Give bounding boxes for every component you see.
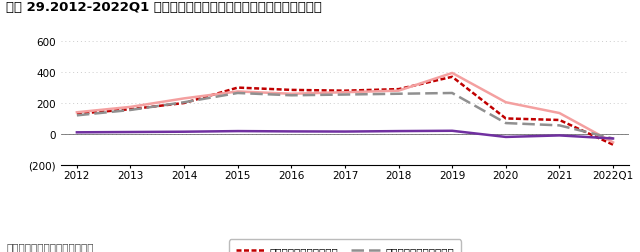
春秋航空：经营净现金流 (234, 130, 241, 133)
春秋航空：经营净现金流 (341, 131, 349, 134)
中国国航：经营净现金流 (73, 113, 81, 116)
东方航空：经营净现金流 (556, 124, 563, 128)
东方航空：经营净现金流 (449, 92, 456, 95)
南方航空：经营净现金流 (341, 91, 349, 94)
春秋航空：经营净现金流 (180, 131, 188, 134)
中国国航：经营净现金流 (341, 90, 349, 93)
东方航空：经营净现金流 (502, 122, 509, 125)
中国国航：经营净现金流 (502, 117, 509, 120)
南方航空：经营净现金流 (180, 98, 188, 101)
Legend: 中国国航：经营净现金流, 南方航空：经营净现金流, 东方航空：经营净现金流, 春秋航空：经营净现金流: 中国国航：经营净现金流, 南方航空：经营净现金流, 东方航空：经营净现金流, 春… (229, 240, 461, 252)
Line: 东方航空：经营净现金流: 东方航空：经营净现金流 (77, 93, 613, 139)
春秋航空：经营净现金流 (502, 136, 509, 139)
春秋航空：经营净现金流 (287, 130, 295, 133)
东方航空：经营净现金流 (341, 94, 349, 97)
南方航空：经营净现金流 (449, 72, 456, 75)
东方航空：经营净现金流 (609, 137, 617, 140)
东方航空：经营净现金流 (234, 92, 241, 95)
中国国航：经营净现金流 (609, 144, 617, 147)
东方航空：经营净现金流 (73, 114, 81, 117)
Line: 南方航空：经营净现金流: 南方航空：经营净现金流 (77, 74, 613, 143)
南方航空：经营净现金流 (395, 90, 403, 93)
南方航空：经营净现金流 (127, 106, 134, 109)
春秋航空：经营净现金流 (127, 131, 134, 134)
南方航空：经营净现金流 (234, 90, 241, 93)
Line: 中国国航：经营净现金流: 中国国航：经营净现金流 (77, 77, 613, 145)
南方航空：经营净现金流 (502, 101, 509, 104)
南方航空：经营净现金流 (73, 111, 81, 114)
春秋航空：经营净现金流 (395, 130, 403, 133)
中国国航：经营净现金流 (127, 108, 134, 111)
中国国航：经营净现金流 (234, 87, 241, 90)
东方航空：经营净现金流 (395, 93, 403, 96)
南方航空：经营净现金流 (556, 112, 563, 115)
南方航空：经营净现金流 (609, 141, 617, 144)
东方航空：经营净现金流 (287, 94, 295, 98)
南方航空：经营净现金流 (287, 93, 295, 96)
春秋航空：经营净现金流 (609, 137, 617, 140)
Text: 图表 29.2012-2022Q1 国内主要航司经营净现金流情况（单位：亿元）: 图表 29.2012-2022Q1 国内主要航司经营净现金流情况（单位：亿元） (6, 1, 323, 14)
中国国航：经营净现金流 (180, 102, 188, 105)
Line: 春秋航空：经营净现金流: 春秋航空：经营净现金流 (77, 131, 613, 139)
中国国航：经营净现金流 (395, 88, 403, 91)
东方航空：经营净现金流 (127, 109, 134, 112)
春秋航空：经营净现金流 (449, 130, 456, 133)
中国国航：经营净现金流 (556, 119, 563, 122)
中国国航：经营净现金流 (449, 76, 456, 79)
Text: 资料来源：公司年报，中银证券: 资料来源：公司年报，中银证券 (6, 241, 94, 251)
中国国航：经营净现金流 (287, 89, 295, 92)
春秋航空：经营净现金流 (556, 134, 563, 137)
东方航空：经营净现金流 (180, 101, 188, 104)
春秋航空：经营净现金流 (73, 131, 81, 134)
